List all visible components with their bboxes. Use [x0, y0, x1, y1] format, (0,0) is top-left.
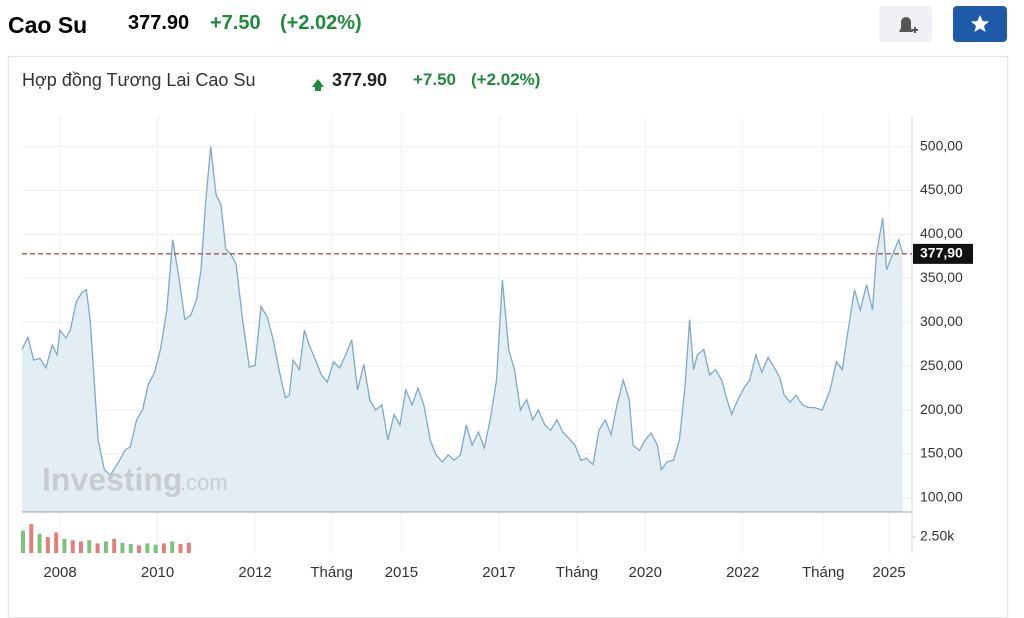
star-icon — [971, 15, 989, 32]
volume-bar — [95, 543, 100, 553]
chart-change: +7.50 — [413, 70, 457, 89]
area-fill — [22, 146, 903, 512]
change: +7.50 — [210, 12, 261, 34]
volume-bar — [29, 524, 34, 553]
volume-bar — [79, 541, 84, 553]
volume-bar — [70, 540, 75, 553]
page-title: Cao Su — [8, 12, 88, 38]
y-tick-label: 250,00 — [920, 357, 963, 373]
x-tick-label: 2022 — [726, 564, 759, 581]
volume-bar — [62, 538, 67, 553]
price-line — [21, 146, 904, 477]
bell-icon — [899, 17, 918, 34]
volume-bar — [178, 544, 183, 553]
volume-bar — [87, 540, 92, 553]
volume-bar — [54, 532, 59, 553]
x-tick-label: 2008 — [43, 564, 76, 581]
chart-title: Hợp đồng Tương Lai Cao Su — [22, 70, 256, 90]
chart-change-pct: (+2.02%) — [471, 70, 541, 89]
price: 377.90 — [128, 12, 190, 34]
x-tick-label: 2015 — [385, 564, 418, 581]
y-tick-label: 500,00 — [920, 137, 963, 153]
x-tick-label: 2025 — [872, 564, 905, 581]
change-pct: (+2.02%) — [280, 12, 362, 34]
volume-bar — [112, 538, 117, 553]
up-arrow — [312, 79, 324, 91]
volume-bar — [137, 545, 142, 553]
watermark-suffix: .com — [180, 470, 228, 495]
last-price-box — [913, 243, 973, 264]
y-tick-label: 350,00 — [920, 269, 963, 285]
volume-bar — [186, 542, 191, 553]
x-tick-label: Tháng — [310, 564, 353, 581]
x-tick-label: 2010 — [141, 564, 174, 581]
x-tick-label: 2020 — [629, 564, 662, 581]
volume-bar — [37, 533, 42, 553]
volume-bar — [145, 543, 150, 553]
y-tick-label: 400,00 — [920, 225, 963, 241]
y-tick-label: 200,00 — [920, 401, 963, 417]
volume-bar — [153, 544, 158, 553]
volume-bar — [128, 544, 133, 553]
y-tick-label: 100,00 — [920, 489, 963, 505]
watchlist-button[interactable] — [953, 6, 1007, 42]
volume-bar — [20, 530, 25, 553]
chart-price: 377.90 — [332, 70, 388, 90]
volume-bar — [170, 541, 175, 553]
y-tick-label: 450,00 — [920, 181, 963, 197]
x-tick-label: Tháng — [556, 564, 599, 581]
x-tick-label: 2012 — [238, 564, 271, 581]
y-tick-label: 2.50k — [920, 528, 955, 544]
last-price-label: 377,90 — [920, 245, 963, 261]
volume-bar — [103, 541, 108, 553]
volume-bar — [45, 536, 50, 553]
volume-bar — [120, 542, 125, 553]
watermark-brand: Investing — [42, 461, 182, 497]
x-tick-label: 2017 — [482, 564, 515, 581]
x-tick-label: Tháng — [802, 564, 845, 581]
volume-bar — [161, 543, 166, 553]
alert-button[interactable] — [879, 6, 932, 42]
y-tick-label: 150,00 — [920, 445, 963, 461]
y-tick-label: 300,00 — [920, 313, 963, 329]
